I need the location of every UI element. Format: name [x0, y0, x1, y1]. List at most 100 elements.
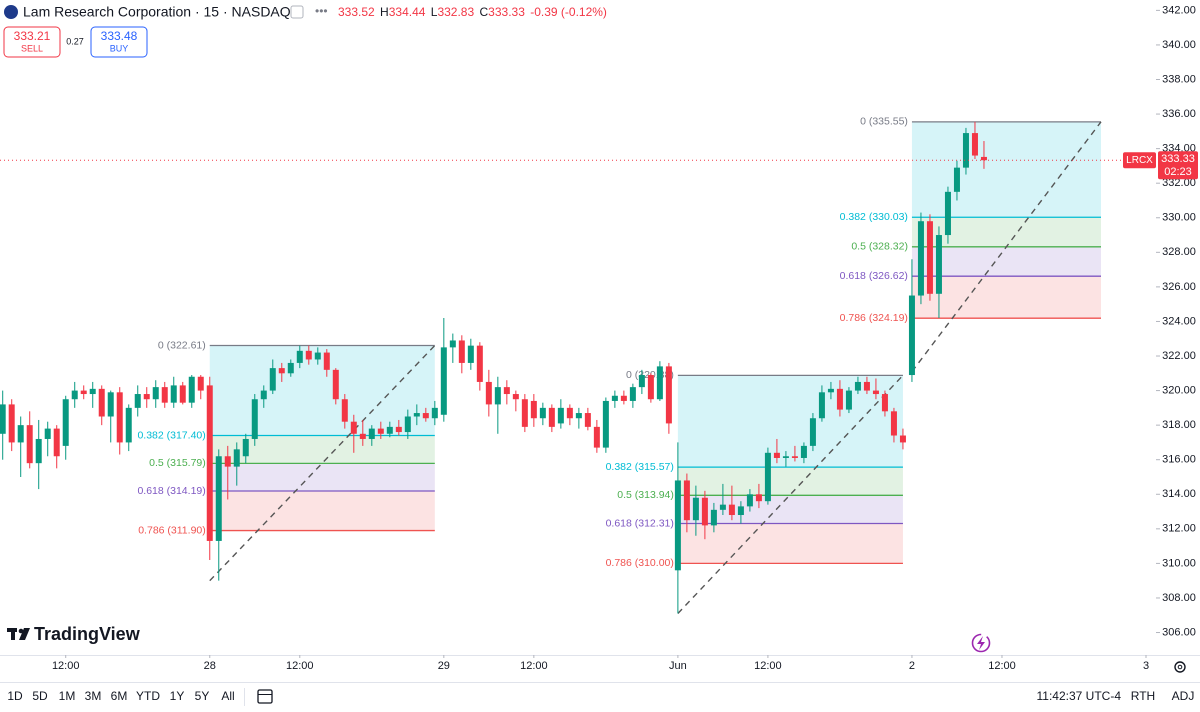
y-tick-label: 312.00: [1162, 523, 1196, 535]
candle-body: [674, 480, 681, 571]
quote-high-label: H: [380, 5, 389, 19]
candle-body: [548, 407, 555, 427]
candle-body: [944, 191, 951, 236]
candle-body: [746, 494, 753, 507]
candle-body: [890, 411, 897, 436]
quote-open: 333.52: [338, 5, 375, 19]
calendar-icon[interactable]: [257, 689, 273, 704]
candle-body: [899, 435, 906, 443]
y-tick-label: 314.00: [1162, 488, 1196, 500]
fib-band: [677, 467, 903, 496]
candle-body: [620, 395, 627, 401]
quote-low-label: L: [431, 5, 438, 19]
buy-button[interactable]: [90, 26, 148, 58]
fib-label: 0.382 (317.40): [137, 429, 205, 441]
candle-body: [8, 404, 15, 443]
y-tick-label: 322.00: [1162, 350, 1196, 362]
symbol-tag: [1123, 152, 1156, 169]
candle-body: [170, 385, 177, 403]
candle-body: [143, 394, 150, 400]
candle-body: [593, 426, 600, 448]
logo-text: TradingView: [34, 624, 141, 644]
candle-body: [404, 416, 411, 433]
candle-body: [413, 413, 420, 417]
candle-body: [179, 385, 186, 403]
candle-body: [98, 388, 105, 417]
candle-body: [935, 235, 942, 294]
spread: 0.27: [66, 36, 84, 46]
candle-body: [872, 390, 879, 395]
candle-body: [206, 385, 213, 541]
candle-body: [647, 375, 654, 400]
candle-body: [710, 509, 717, 526]
fib-band: [911, 217, 1101, 247]
candle-body: [800, 445, 807, 458]
candle-body: [503, 387, 510, 395]
range-button[interactable]: YTD: [136, 689, 160, 703]
candle-body: [35, 438, 42, 464]
range-button[interactable]: 6M: [111, 689, 128, 703]
fib-label: 0.382 (315.57): [606, 461, 674, 473]
quote-close: 333.33: [488, 5, 525, 19]
adjust[interactable]: ADJ: [1172, 689, 1195, 703]
candle-body: [80, 390, 87, 395]
range-button[interactable]: 3M: [85, 689, 102, 703]
fib-band: [209, 345, 435, 436]
clock[interactable]: 11:42:37 UTC-4: [1037, 689, 1122, 703]
range-button[interactable]: 1Y: [170, 689, 185, 703]
tv-logo: TradingView: [7, 624, 141, 644]
candle-body: [449, 340, 456, 348]
candle-body: [683, 480, 690, 521]
candle-body: [629, 387, 636, 401]
candle-body: [557, 407, 564, 424]
range-button[interactable]: 1D: [7, 689, 23, 703]
candle-body: [368, 428, 375, 439]
candle-body: [116, 392, 123, 443]
candle-body: [863, 381, 870, 391]
candle-body: [440, 347, 447, 415]
y-tick-label: 338.00: [1162, 73, 1196, 85]
candle-body: [719, 504, 726, 510]
candle-body: [809, 418, 816, 446]
candle-body: [584, 413, 591, 427]
settings-icon[interactable]: [1174, 661, 1186, 673]
range-button[interactable]: 5Y: [195, 689, 210, 703]
candle-body: [233, 449, 240, 467]
fib-band: [911, 121, 1101, 218]
y-tick-label: 330.00: [1162, 212, 1196, 224]
candle-body: [521, 399, 528, 427]
range-button[interactable]: 5D: [32, 689, 48, 703]
range-button[interactable]: 1M: [59, 689, 76, 703]
candle-body: [701, 497, 708, 526]
candle-body: [485, 381, 492, 405]
candle-body: [314, 352, 321, 360]
candle-body: [260, 390, 267, 400]
fib-label: 0 (335.55): [860, 116, 908, 128]
price-tag-label: 333.33: [1161, 153, 1195, 165]
icon-hide[interactable]: [290, 5, 304, 19]
symbol-title[interactable]: Lam Research Corporation · 15 · NASDAQ: [23, 4, 291, 20]
sell-button[interactable]: [3, 26, 61, 58]
replay-icon[interactable]: [971, 633, 991, 653]
session[interactable]: RTH: [1131, 689, 1155, 703]
candle-body: [926, 221, 933, 294]
logo-shape: [19, 628, 30, 640]
candle-body: [215, 456, 222, 541]
x-tick-label: 12:00: [520, 660, 548, 672]
range-button[interactable]: All: [221, 689, 234, 703]
x-tick-label: 2: [909, 660, 915, 672]
candle-body: [773, 452, 780, 458]
y-tick-label: 328.00: [1162, 246, 1196, 258]
candle-body: [755, 494, 762, 502]
candle-body: [26, 425, 33, 464]
candle-body: [44, 428, 51, 439]
candle-body: [197, 376, 204, 391]
candle-body: [386, 426, 393, 434]
candle-body: [269, 368, 276, 391]
gear: [1174, 661, 1186, 673]
icon-more[interactable]: •••: [315, 4, 328, 18]
candle-body: [638, 375, 645, 388]
y-tick-label: 326.00: [1162, 281, 1196, 293]
